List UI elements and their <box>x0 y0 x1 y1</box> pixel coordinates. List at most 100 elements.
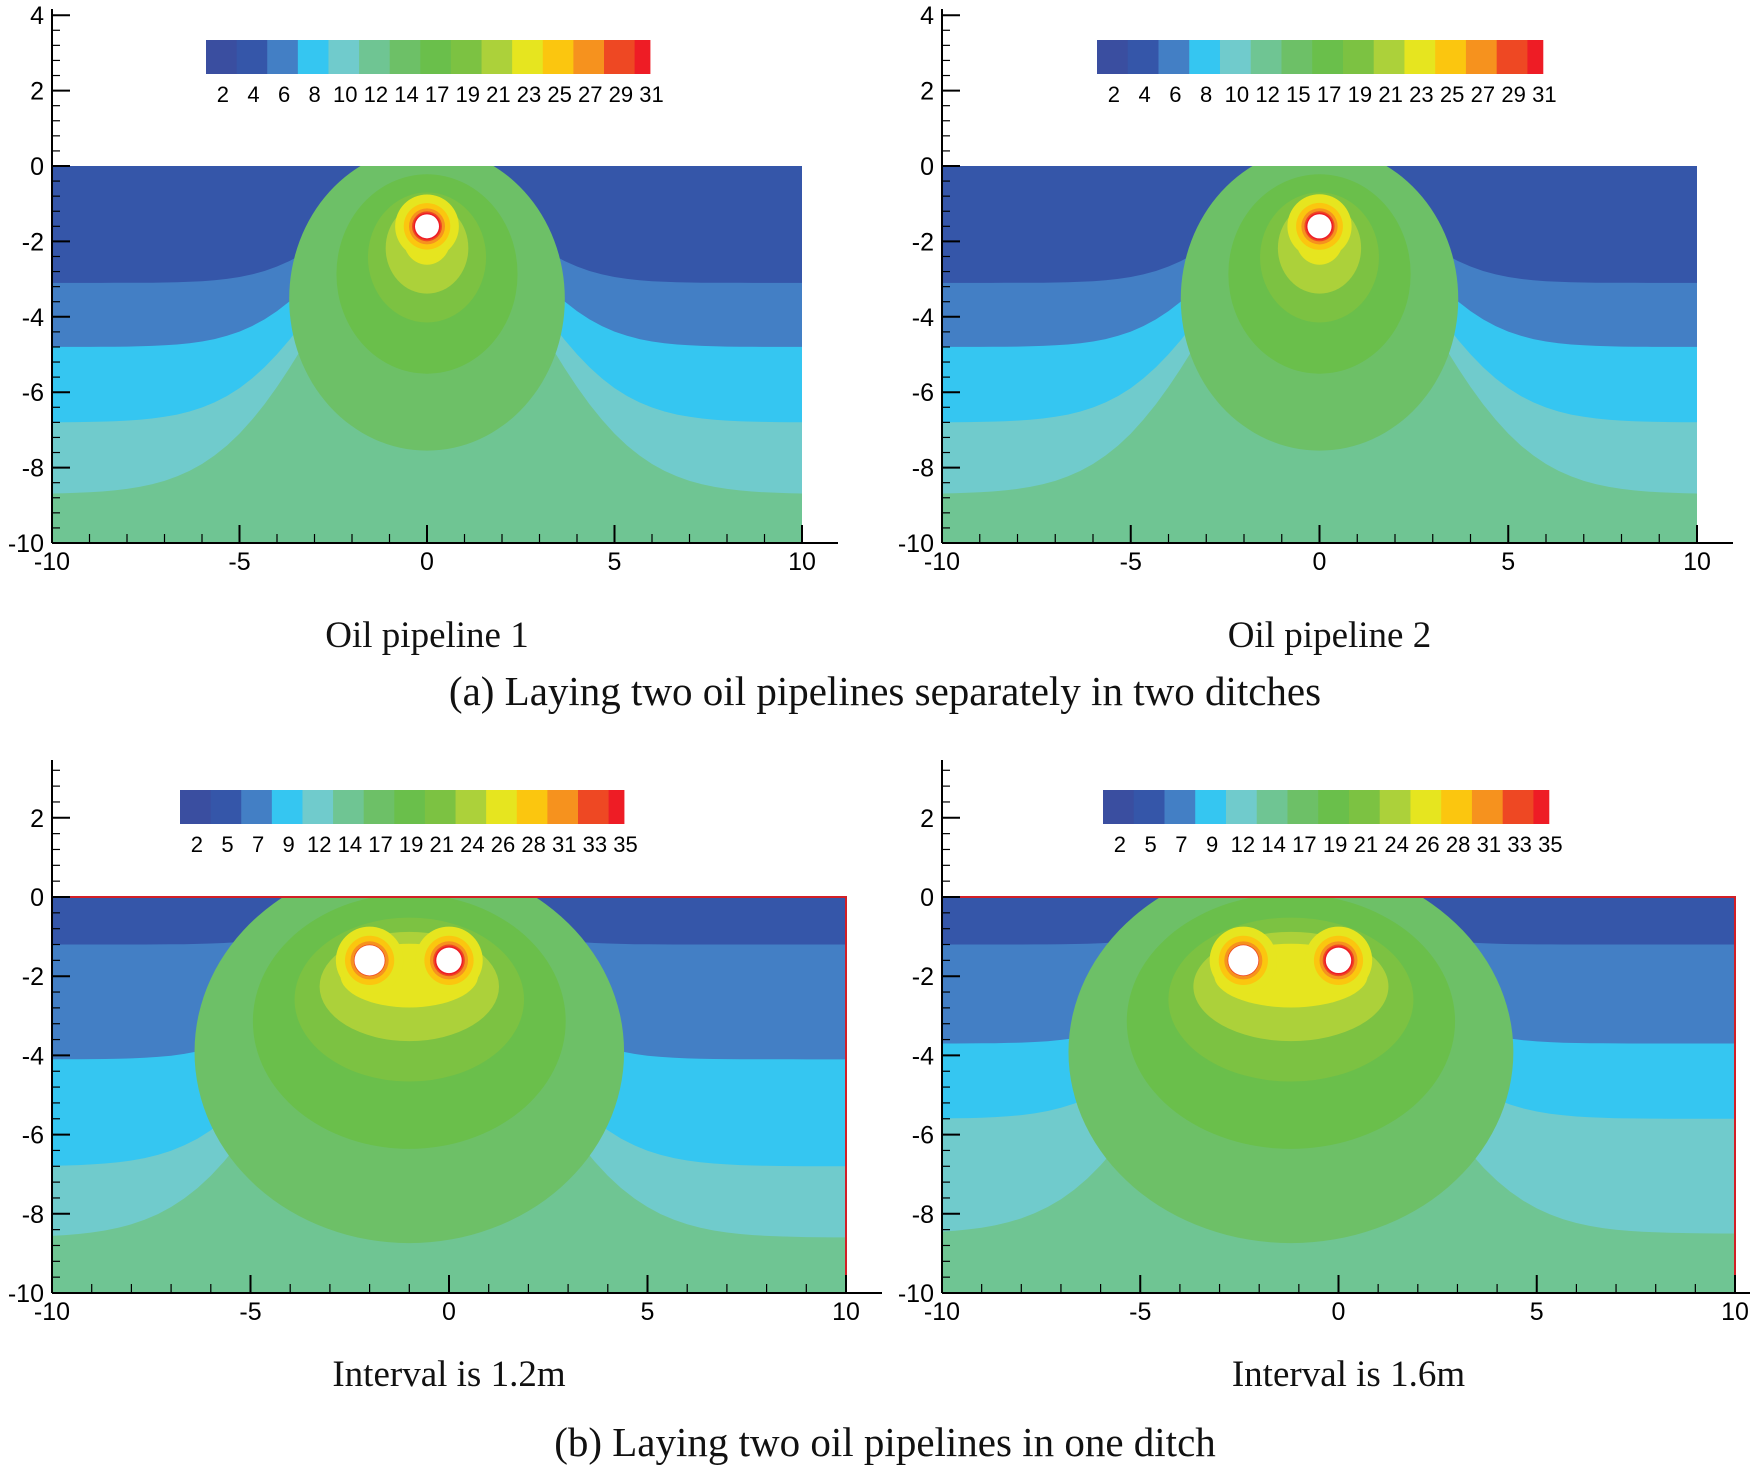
colorbar-label: 25 <box>1440 82 1464 107</box>
axes: 2 0 -2 -4 -6 -8 -10-10 -5 0 5 10 <box>8 760 882 1326</box>
colorbar-label: 6 <box>1169 82 1181 107</box>
colorbar-swatch <box>328 40 360 74</box>
colorbar-label: 2 <box>1114 832 1126 857</box>
y-tick-label: -8 <box>22 1201 44 1229</box>
colorbar-label: 33 <box>1507 832 1531 857</box>
colorbar-swatch <box>420 40 452 74</box>
contour-band <box>942 166 1697 283</box>
colorbar-swatch <box>1189 40 1221 74</box>
colorbar-swatch <box>1410 790 1442 824</box>
axes: 420-2-4-6-8-10-10 -5 0 5 10 <box>898 2 1733 576</box>
colorbar-label: 31 <box>639 82 663 107</box>
colorbar-swatch <box>302 790 334 824</box>
axes: 420-2-4-6-8-10-10 -5 0 5 10 <box>8 2 838 576</box>
colorbar-swatch <box>1342 40 1375 74</box>
colorbar-label: 29 <box>609 82 633 107</box>
colorbar-swatch <box>1103 790 1135 824</box>
contour-panel-4: 20-2-4-6-8-10-10 -5 0 5 102 5 7 9 12 14 17 19 21 24 26… <box>898 760 1750 1395</box>
x-tick-label: 0 <box>1313 548 1327 576</box>
y-tick-label: -6 <box>22 379 44 407</box>
x-tick-label: -10 <box>924 1298 960 1326</box>
x-tick-label: 10 <box>1721 1298 1749 1326</box>
y-tick-label: 4 <box>920 2 934 30</box>
contour-band <box>52 166 802 283</box>
y-tick-label: 0 <box>30 884 44 912</box>
colorbar-swatch <box>547 790 579 824</box>
colorbar-label: 14 <box>1261 832 1285 857</box>
colorbar-label: 7 <box>252 832 264 857</box>
contour-panel-1: 420-2-4-6-8-10-10 -5 0 5 102 4 6 8 10 12 14 17 19 21 2… <box>8 2 838 656</box>
colorbar-label: 4 <box>247 82 259 107</box>
colorbar-label: 12 <box>307 832 331 857</box>
colorbar-label: 21 <box>486 82 510 107</box>
y-tick-label: 0 <box>920 153 934 181</box>
x-tick-label: -5 <box>239 1298 261 1326</box>
contour-field <box>942 166 1697 543</box>
colorbar-label: 19 <box>1348 82 1372 107</box>
colorbar-swatch <box>1533 790 1550 824</box>
colorbar-label: 35 <box>613 832 637 857</box>
colorbar-swatch <box>236 40 268 74</box>
x-tick-label: 0 <box>442 1298 456 1326</box>
section-a-caption: (a) Laying two oil pipelines separately … <box>449 668 1321 714</box>
colorbar-swatch <box>1348 790 1381 824</box>
x-tick-label: -10 <box>924 548 960 576</box>
colorbar-label: 12 <box>364 82 388 107</box>
panel-title: Interval is 1.2m <box>332 1354 565 1395</box>
colorbar-label: 15 <box>1286 82 1310 107</box>
colorbar-label: 17 <box>425 82 449 107</box>
colorbar: 2 5 7 9 12 14 17 19 21 24 26 28 31 33 35 <box>180 790 638 857</box>
colorbar-swatch <box>1225 790 1258 824</box>
colorbar-swatch <box>1312 40 1344 74</box>
domain-border <box>942 896 1736 1293</box>
y-tick-label: 0 <box>920 884 934 912</box>
pipe-cross-section <box>415 214 439 239</box>
pipe-cross-section <box>354 945 385 976</box>
colorbar-swatch <box>363 790 395 824</box>
colorbar: 2 5 7 9 12 14 17 19 21 24 26 28 31 33 35 <box>1103 790 1563 857</box>
y-tick-label: -4 <box>22 1042 44 1070</box>
section-b-caption: (b) Laying two oil pipelines in one ditc… <box>554 1419 1216 1465</box>
colorbar-label: 23 <box>1409 82 1433 107</box>
colorbar-swatch <box>1435 40 1467 74</box>
colorbar-label: 33 <box>583 832 607 857</box>
y-tick-label: 2 <box>920 78 934 106</box>
y-tick-label: -10 <box>898 530 934 558</box>
colorbar-swatch <box>1404 40 1436 74</box>
colorbar-label: 23 <box>517 82 541 107</box>
colorbar-swatch <box>333 790 365 824</box>
contour-field <box>52 897 846 1293</box>
y-tick-label: -8 <box>912 1201 934 1229</box>
y-tick-label: -6 <box>912 379 934 407</box>
y-tick-label: -2 <box>22 228 44 256</box>
colorbar-swatch <box>1164 790 1196 824</box>
colorbar-swatch <box>1133 790 1165 824</box>
colorbar-label: 12 <box>1255 82 1279 107</box>
colorbar-swatch <box>206 40 238 74</box>
colorbar-swatch <box>389 40 421 74</box>
contour-field <box>942 897 1735 1293</box>
colorbar-label: 2 <box>191 832 203 857</box>
colorbar-label: 24 <box>1384 832 1408 857</box>
colorbar-label: 31 <box>552 832 576 857</box>
colorbar-label: 5 <box>221 832 233 857</box>
colorbar-label: 28 <box>521 832 545 857</box>
x-tick-label: 5 <box>1501 548 1515 576</box>
colorbar-swatch <box>424 790 457 824</box>
colorbar-swatch <box>577 790 610 824</box>
colorbar-label: 17 <box>1317 82 1341 107</box>
colorbar-label: 26 <box>1415 832 1439 857</box>
panel-title: Oil pipeline 1 <box>325 615 528 656</box>
colorbar-swatch <box>1127 40 1159 74</box>
x-tick-label: -10 <box>34 548 70 576</box>
colorbar-swatch <box>481 40 513 74</box>
contour-panel-2: 420-2-4-6-8-10-10 -5 0 5 102 4 6 8 10 12 15 17 19 21 2… <box>898 2 1733 656</box>
colorbar-swatch <box>516 790 548 824</box>
colorbar-swatch <box>210 790 242 824</box>
colorbar-label: 14 <box>394 82 418 107</box>
colorbar-swatch <box>1219 40 1252 74</box>
contour-field <box>52 166 802 543</box>
y-tick-label: -4 <box>912 304 934 332</box>
colorbar-label: 8 <box>1200 82 1212 107</box>
